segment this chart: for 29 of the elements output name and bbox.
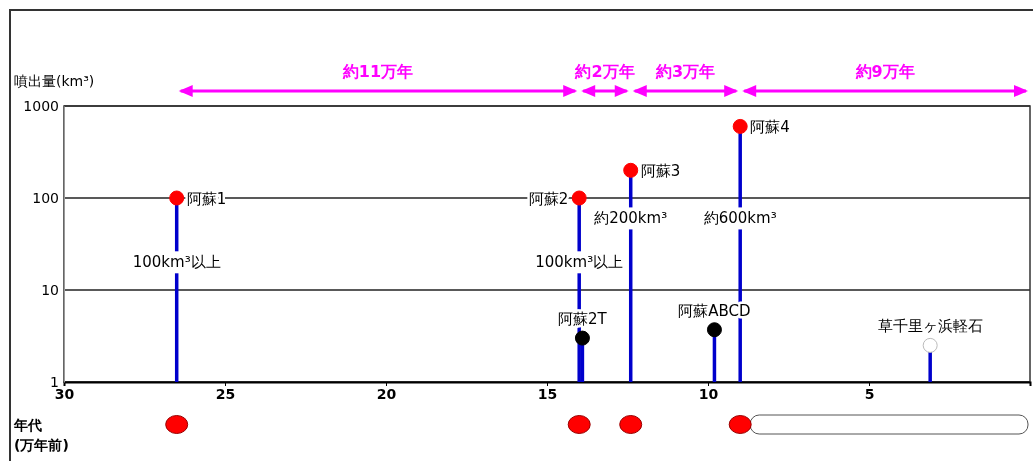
point (571, 190, 587, 206)
text: 約2万年 (574, 62, 635, 81)
point (922, 337, 938, 353)
y-tick-label: 1 (50, 373, 59, 390)
annotation: 阿蘇3 (640, 162, 681, 181)
y-axis-title: 噴出量(km³) (14, 73, 95, 89)
y-tick-label: 100 (32, 189, 59, 206)
annotation: 草千里ヶ浜軽石 (877, 317, 983, 336)
text: 約9万年 (854, 62, 915, 81)
annotation: 100km³以上 (132, 253, 221, 272)
point (623, 162, 639, 178)
y-tick-label: 10 (41, 281, 59, 298)
point (574, 330, 590, 346)
x-tick-label: 20 (376, 385, 397, 402)
annotation: 100km³以上 (535, 253, 624, 272)
x-tick-label: 5 (864, 385, 875, 402)
y-tick-label: 1000 (23, 97, 59, 114)
text: 約11万年 (341, 62, 414, 81)
annotation: 約200km³ (594, 209, 668, 228)
point (706, 322, 722, 338)
x-tick-label: 10 (698, 385, 719, 402)
annotation: 約600km³ (703, 209, 777, 228)
point (169, 190, 185, 206)
x-tick-label: 15 (537, 385, 558, 402)
annotation: 阿蘇4 (750, 118, 790, 137)
x-axis-title: 年代 (万年前) (13, 417, 69, 453)
point (732, 118, 748, 134)
x-tick-label: 25 (215, 385, 236, 402)
text: 約3万年 (654, 62, 716, 81)
